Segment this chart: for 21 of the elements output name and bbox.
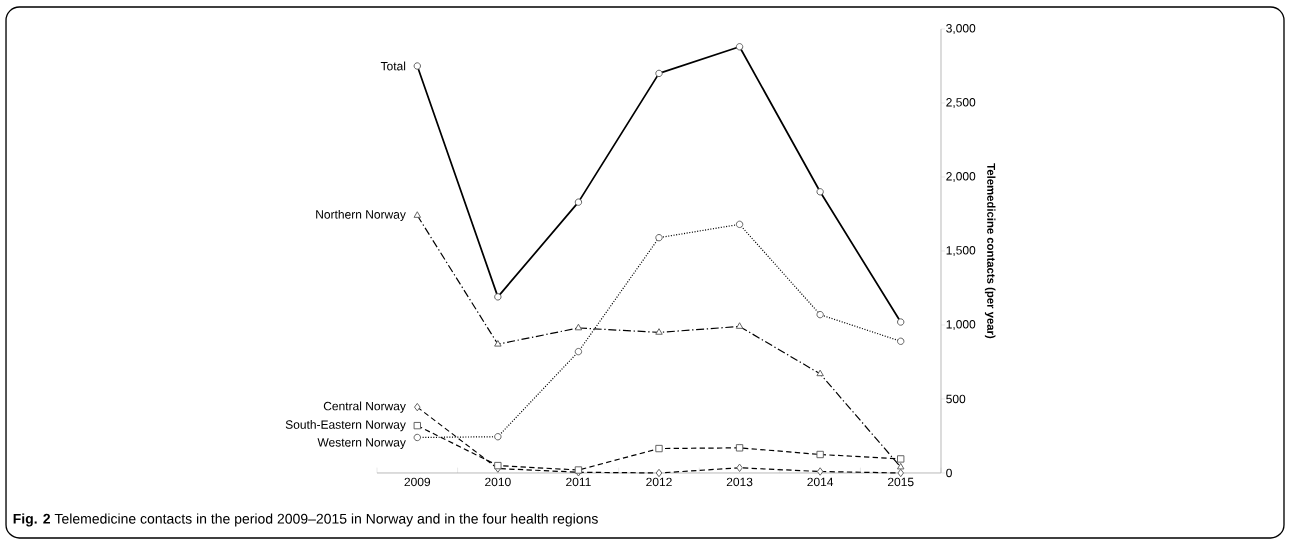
series-label: South-Eastern Norway bbox=[285, 420, 406, 432]
y-axis-title: Telemedicine contacts (per year) bbox=[984, 163, 996, 339]
x-tick-label: 2009 bbox=[404, 477, 431, 487]
series-label: Northern Norway bbox=[316, 209, 406, 222]
y-tick-label: 3,000 bbox=[946, 24, 976, 34]
x-tick-label: 2012 bbox=[646, 477, 672, 487]
x-tick-label: 2011 bbox=[566, 477, 591, 487]
y-tick-label: 2,000 bbox=[946, 172, 976, 182]
x-tick-label: 2014 bbox=[807, 477, 834, 487]
y-tick-label: 1,500 bbox=[946, 246, 976, 256]
y-tick-label: 0 bbox=[946, 468, 952, 478]
y-tick-label: 2,500 bbox=[946, 98, 976, 108]
y-tick-label: 1,000 bbox=[946, 320, 976, 330]
x-tick-label: 2015 bbox=[887, 477, 914, 487]
y-tick-label: 500 bbox=[946, 394, 966, 404]
series-label: Total bbox=[380, 61, 406, 71]
text: Fig. 2 Telemedicine contacts in the period 2009–2015 in Norway and in the four health regions bbox=[13, 513, 598, 527]
x-tick-label: 2010 bbox=[485, 477, 511, 487]
series-label: Western Norway bbox=[317, 438, 406, 449]
series-label: Central Norway bbox=[323, 401, 406, 413]
x-tick-label: 2013 bbox=[726, 477, 753, 487]
